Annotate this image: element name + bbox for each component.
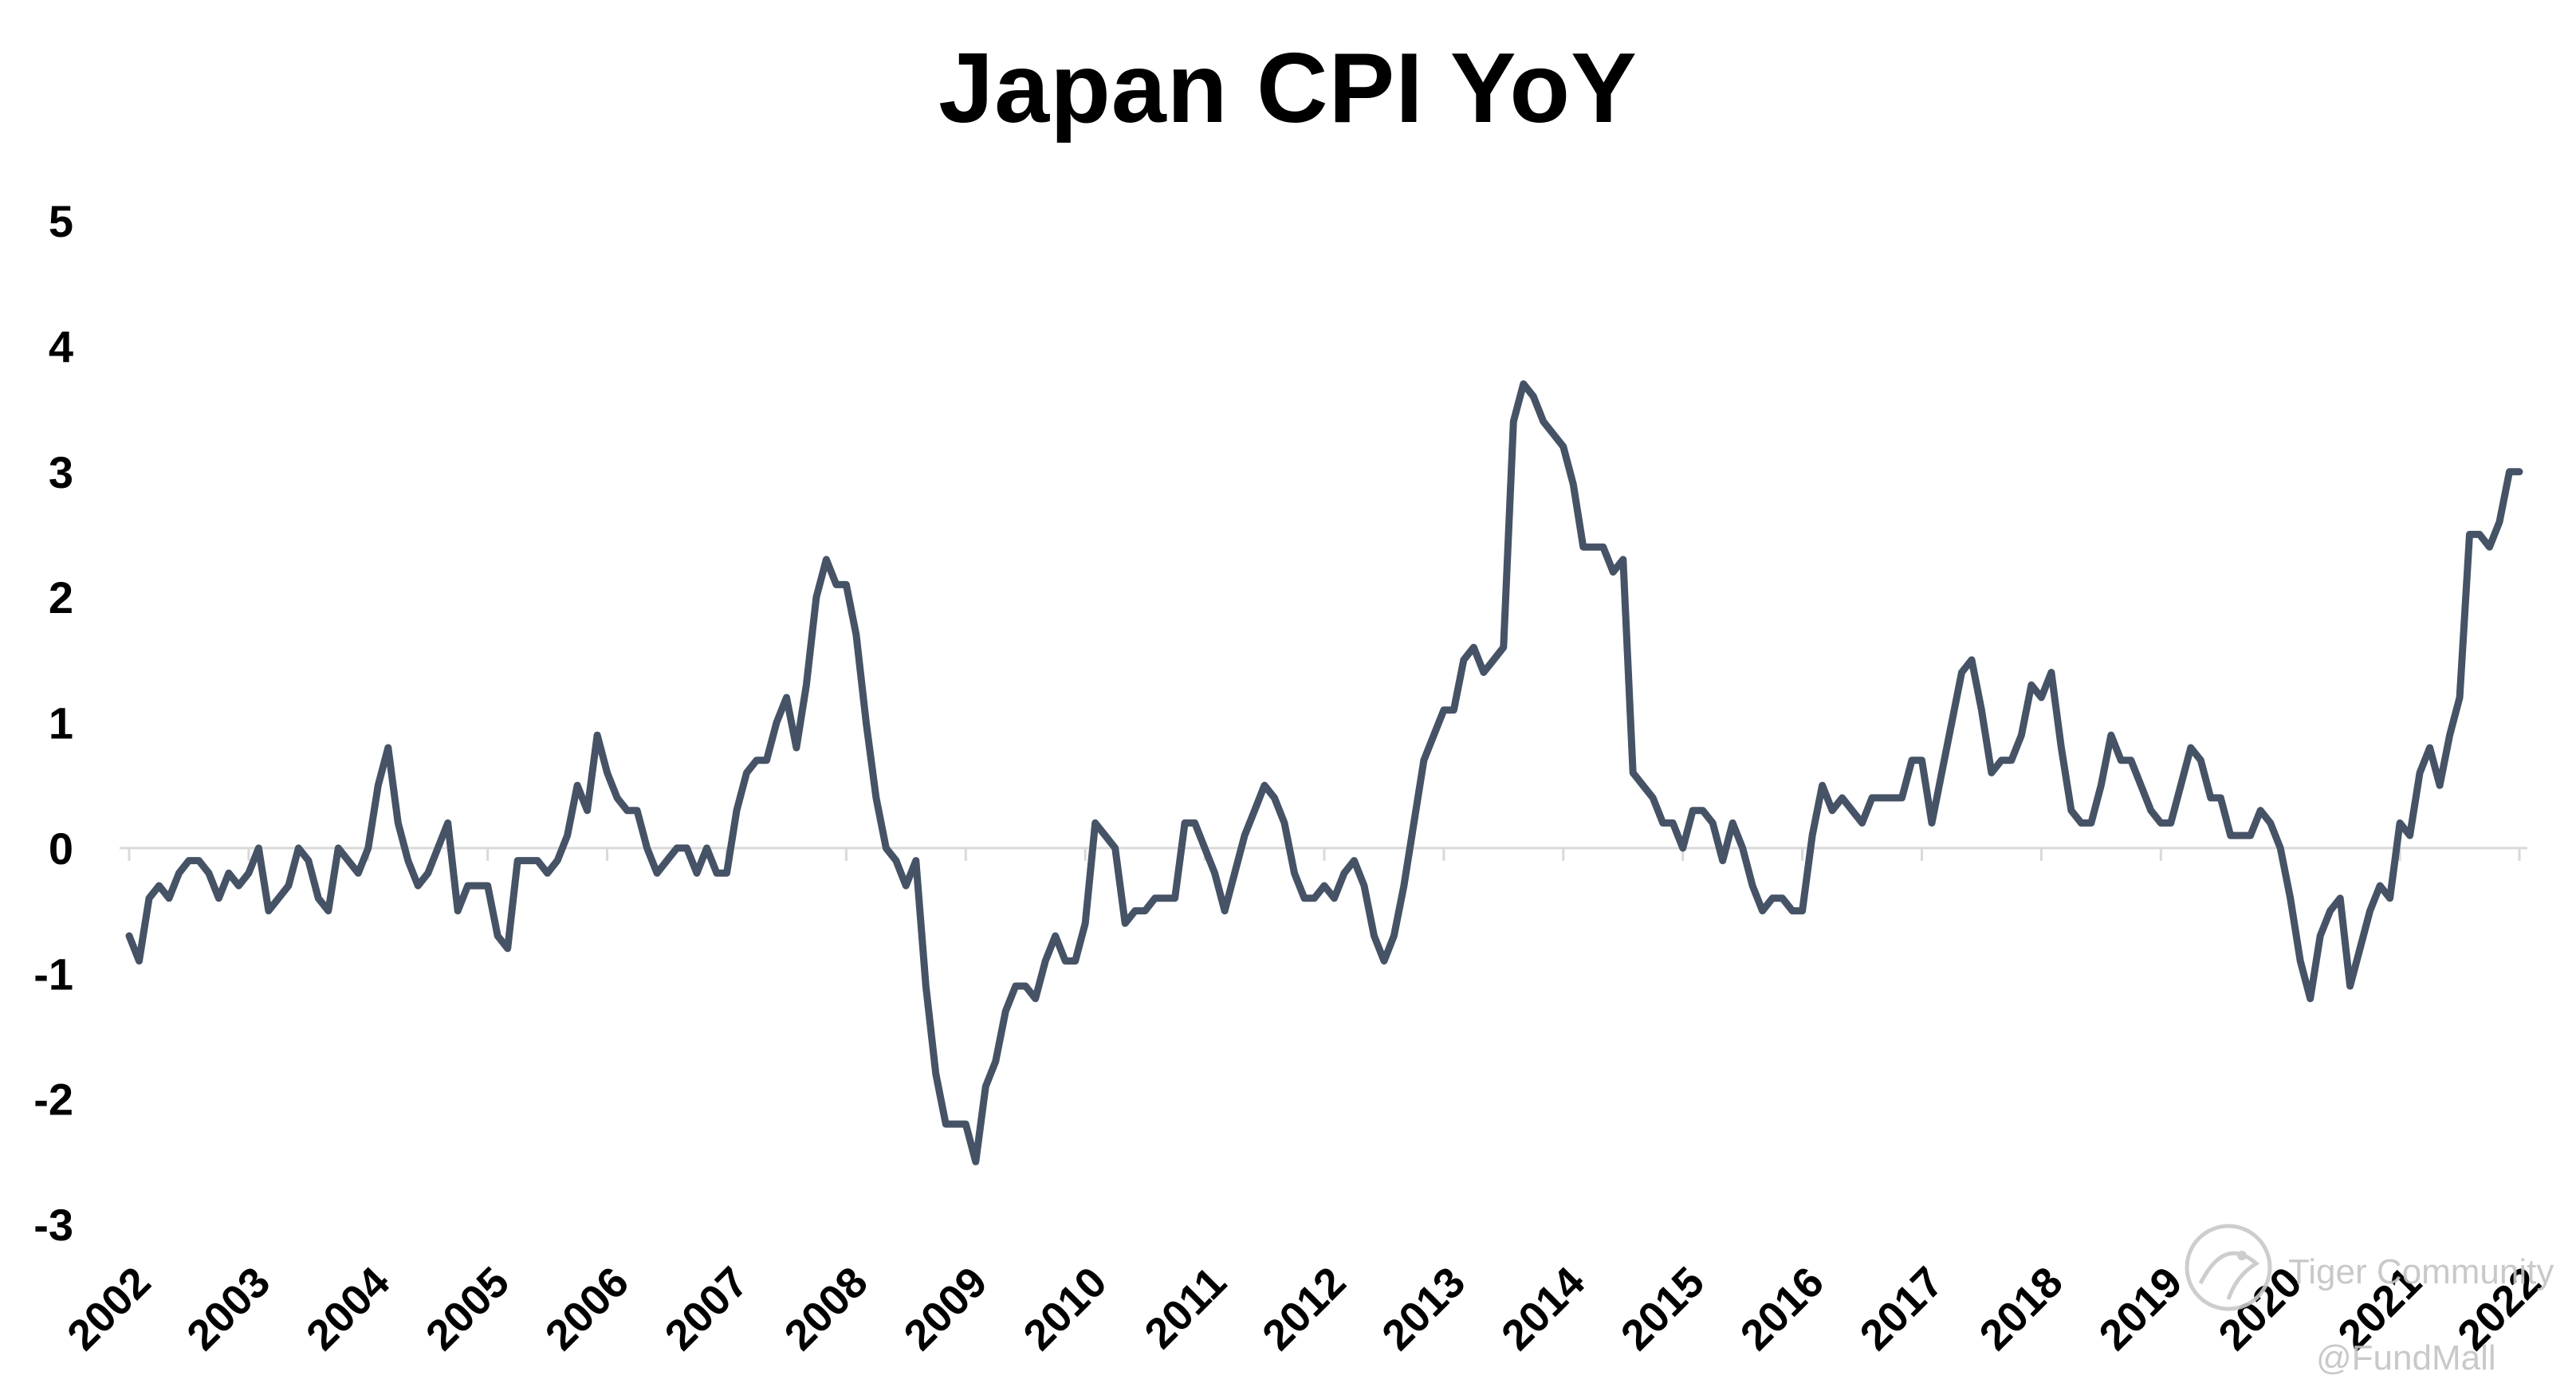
watermark: Tiger Community @FundMall bbox=[2185, 1224, 2554, 1377]
x-tick-label: 2015 bbox=[1612, 1258, 1713, 1359]
x-tick-label: 2006 bbox=[537, 1258, 638, 1359]
y-axis-ticks: 5 4 3 2 1 0 -1 -2 -3 bbox=[33, 196, 73, 1250]
x-tick-label: 2017 bbox=[1851, 1258, 1953, 1359]
y-tick-label: 4 bbox=[49, 321, 73, 371]
y-tick-label: 2 bbox=[49, 572, 73, 623]
x-axis-ticks: 2002 2003 2004 2005 2006 2007 2008 2009 2010 2011… bbox=[58, 1258, 2550, 1359]
x-tick-label: 2007 bbox=[656, 1258, 757, 1359]
watermark-line-1: Tiger Community bbox=[2288, 1252, 2554, 1291]
y-tick-label: 1 bbox=[49, 698, 73, 749]
x-tick-label: 2005 bbox=[417, 1258, 518, 1359]
y-tick-label: 0 bbox=[49, 823, 73, 874]
y-tick-label: 5 bbox=[49, 196, 73, 246]
x-tick-label: 2013 bbox=[1373, 1258, 1474, 1359]
x-tick-label: 2008 bbox=[776, 1258, 877, 1359]
x-tick-label: 2003 bbox=[178, 1258, 279, 1359]
chart-title: Japan CPI YoY bbox=[938, 33, 1638, 143]
x-axis-tick-marks bbox=[128, 847, 2521, 861]
watermark-line-2: @FundMall bbox=[2316, 1338, 2496, 1377]
series-line-cpi bbox=[125, 380, 2523, 1165]
x-tick-label: 2016 bbox=[1732, 1258, 1833, 1359]
y-tick-label: -3 bbox=[33, 1200, 73, 1250]
x-tick-label: 2011 bbox=[1135, 1258, 1235, 1358]
x-tick-label: 2019 bbox=[2090, 1258, 2191, 1359]
x-tick-label: 2009 bbox=[895, 1258, 996, 1359]
y-tick-label: -2 bbox=[33, 1075, 73, 1125]
x-tick-label: 2018 bbox=[1971, 1258, 2072, 1359]
y-tick-label: 3 bbox=[49, 447, 73, 497]
x-tick-label: 2014 bbox=[1493, 1258, 1594, 1359]
x-tick-label: 2010 bbox=[1014, 1258, 1115, 1359]
x-tick-label: 2002 bbox=[58, 1258, 159, 1359]
y-tick-label: -1 bbox=[33, 949, 73, 999]
x-tick-label: 2004 bbox=[297, 1258, 399, 1359]
x-tick-label: 2012 bbox=[1253, 1258, 1355, 1359]
tiger-logo-icon bbox=[2185, 1224, 2272, 1311]
